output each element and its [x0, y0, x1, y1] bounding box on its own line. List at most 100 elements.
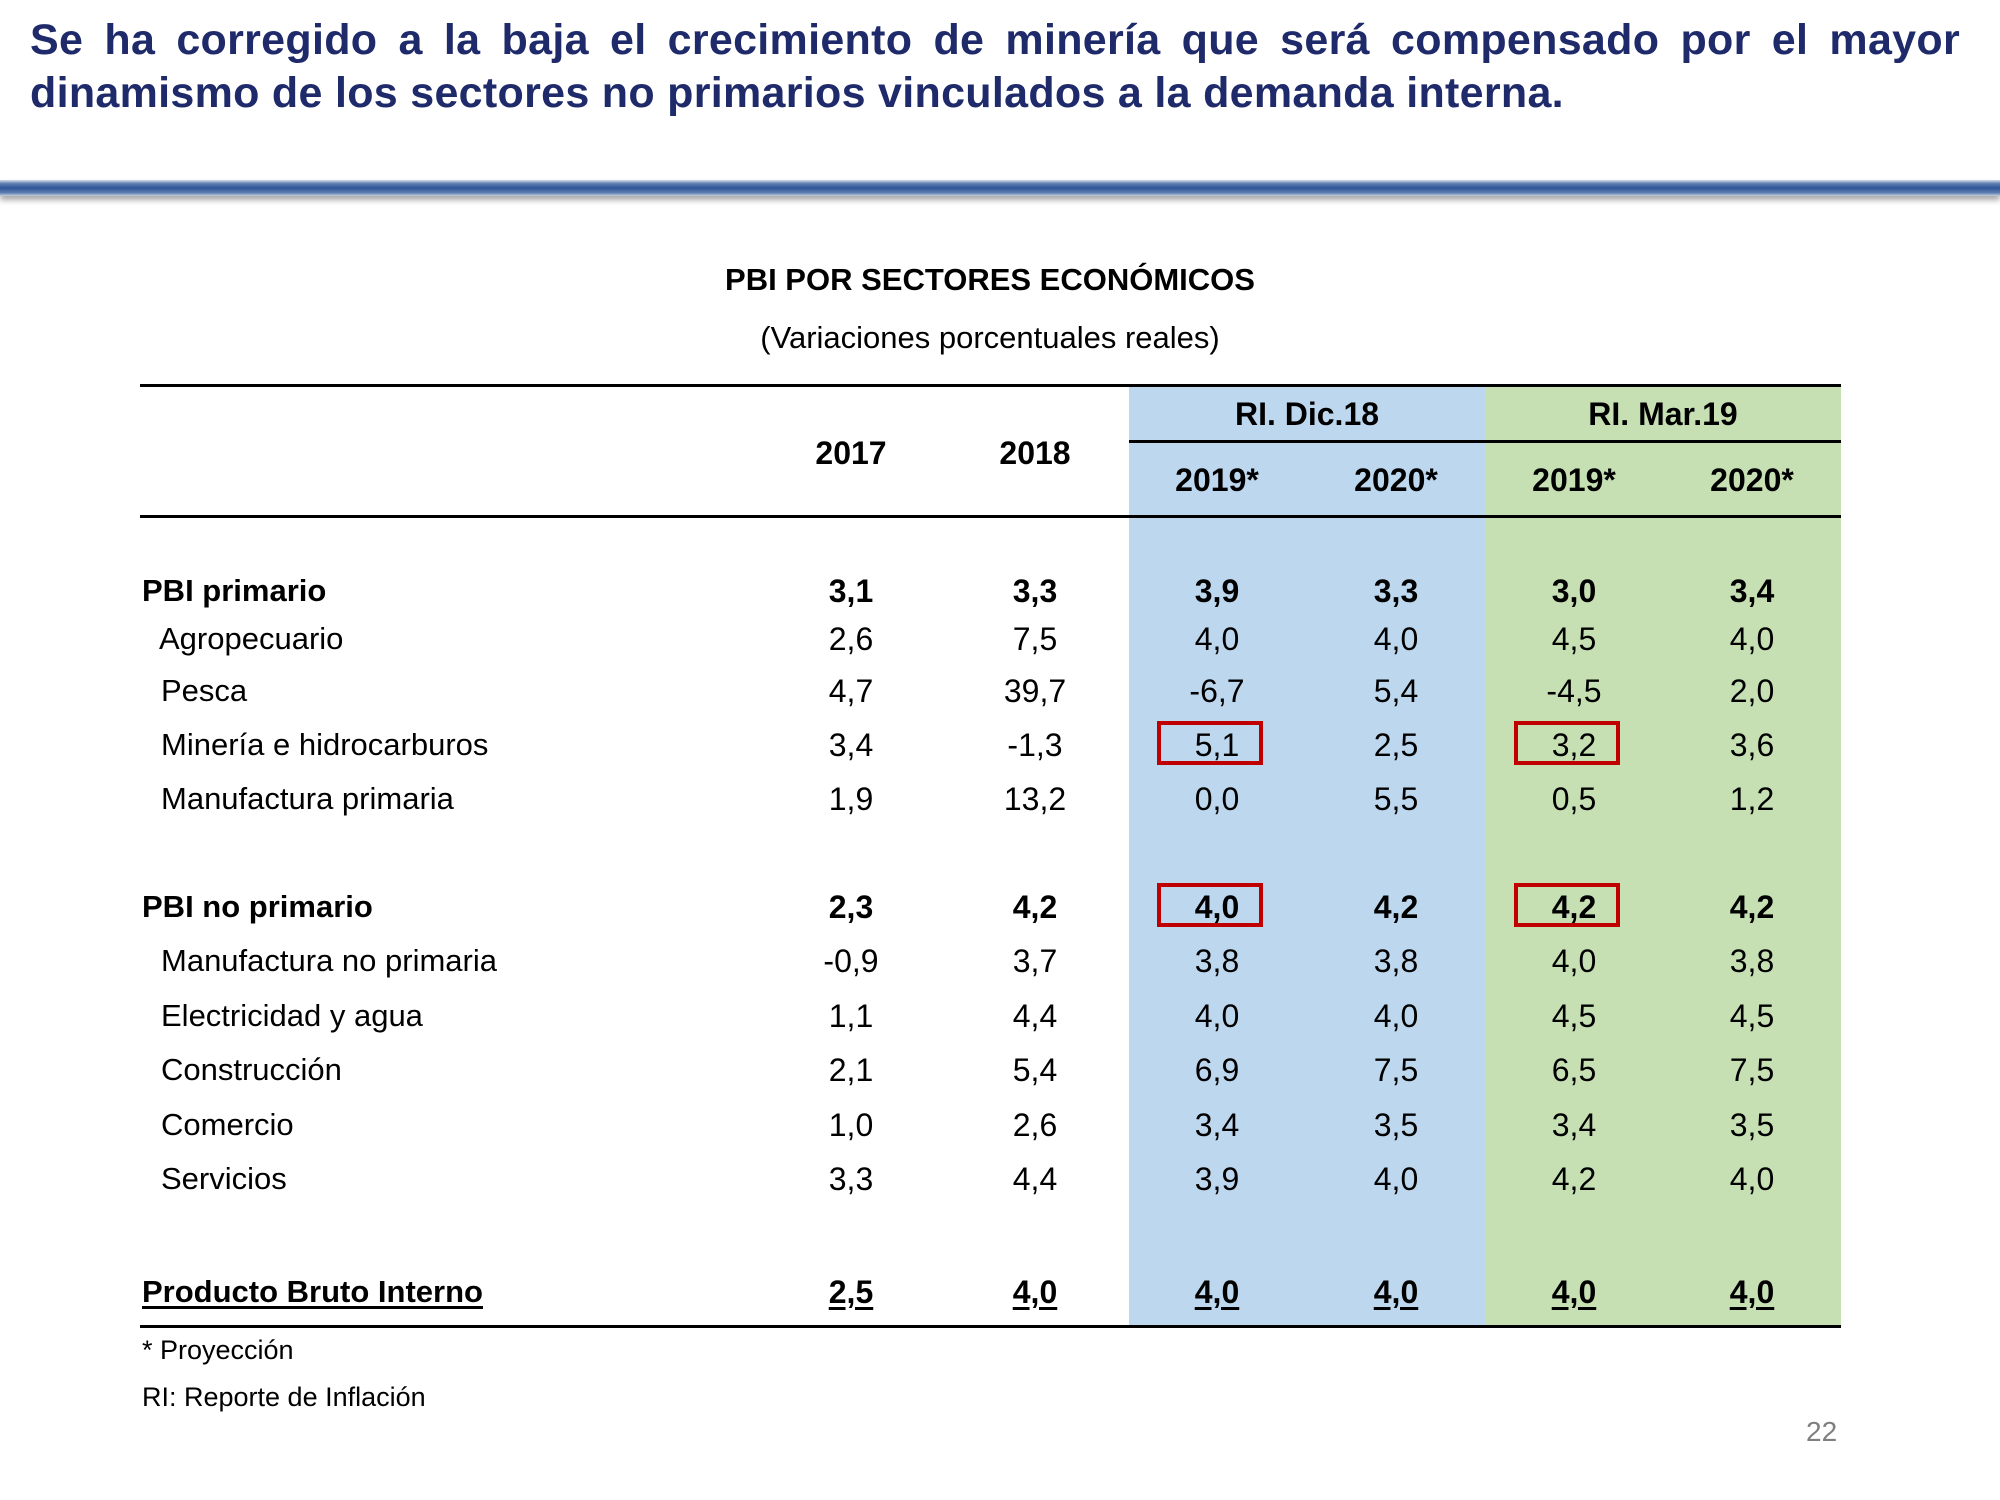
table-cell: 4,0 [1012, 1274, 1058, 1310]
table-top-rule [140, 384, 1841, 387]
table-cell: 4,0 [1194, 621, 1240, 657]
table-cell: 4,0 [1194, 998, 1240, 1034]
column-header-mar19-2020: 2020* [1710, 462, 1794, 498]
table-cell: 1,2 [1729, 781, 1775, 817]
table-title: PBI POR SECTORES ECONÓMICOS [725, 262, 1255, 297]
highlight-box [1157, 883, 1263, 927]
table-cell: 2,5 [828, 1274, 874, 1310]
table-cell: 3,8 [1373, 943, 1419, 979]
table-cell: 3,3 [1012, 573, 1058, 609]
table-cell: 2,6 [1012, 1107, 1058, 1143]
table-cell: 4,2 [1551, 889, 1597, 925]
column-header-dic18-2019: 2019* [1175, 462, 1259, 498]
table-cell: 4,0 [1194, 889, 1240, 925]
row-label: Producto Bruto Interno [142, 1274, 483, 1309]
table-cell: 5,1 [1194, 727, 1240, 763]
table-cell: 4,7 [828, 673, 874, 709]
table-cell: 3,2 [1551, 727, 1597, 763]
table-cell: -0,9 [823, 943, 879, 979]
table-cell: 4,0 [1729, 1274, 1775, 1310]
table-cell: 4,0 [1373, 998, 1419, 1034]
table-cell: 5,4 [1373, 673, 1419, 709]
table-subtitle: (Variaciones porcentuales reales) [760, 320, 1220, 355]
table-cell: 4,2 [1012, 889, 1058, 925]
group-header-ri-mar19: RI. Mar.19 [1588, 396, 1738, 432]
table-cell: 1,0 [828, 1107, 874, 1143]
table-cell: 7,5 [1012, 621, 1058, 657]
row-label: Construcción [161, 1052, 342, 1087]
table-cell: 2,5 [1373, 727, 1419, 763]
table-cell: 4,4 [1012, 1161, 1058, 1197]
footnote-ri: RI: Reporte de Inflación [142, 1382, 426, 1412]
row-label: Servicios [161, 1161, 287, 1196]
table-cell: 2,0 [1729, 673, 1775, 709]
table-cell: 3,8 [1729, 943, 1775, 979]
table-cell: 39,7 [1003, 673, 1067, 709]
column-header-mar19-2019: 2019* [1532, 462, 1616, 498]
row-label: PBI primario [142, 573, 327, 608]
table-cell: 3,5 [1729, 1107, 1775, 1143]
column-header-2018: 2018 [999, 435, 1071, 471]
table-cell: 3,8 [1194, 943, 1240, 979]
table-cell: 3,1 [828, 573, 874, 609]
table-cell: 3,3 [828, 1161, 874, 1197]
table-cell: 2,6 [828, 621, 874, 657]
table-cell: 3,3 [1373, 573, 1419, 609]
table-cell: 4,0 [1551, 1274, 1597, 1310]
highlight-box [1514, 883, 1620, 927]
table-cell: -6,7 [1189, 673, 1245, 709]
table-cell: 3,0 [1551, 573, 1597, 609]
table-cell: 4,0 [1373, 1274, 1419, 1310]
table-cell: 0,5 [1551, 781, 1597, 817]
table-cell: 3,4 [1729, 573, 1775, 609]
highlight-box [1157, 721, 1263, 765]
page-number: 22 [1806, 1416, 1838, 1447]
table-cell: 3,5 [1373, 1107, 1419, 1143]
table-cell: 4,0 [1373, 621, 1419, 657]
row-label: Agropecuario [159, 621, 344, 656]
table-cell: 4,2 [1551, 1161, 1597, 1197]
table-cell: 3,4 [1194, 1107, 1240, 1143]
table-cell: 0,0 [1194, 781, 1240, 817]
table-cell: 6,5 [1551, 1052, 1597, 1088]
table-cell: 7,5 [1373, 1052, 1419, 1088]
column-header-2017: 2017 [815, 435, 887, 471]
row-label: Manufactura primaria [161, 781, 454, 816]
table-cell: 4,5 [1551, 998, 1597, 1034]
footnote-projection: * Proyección [142, 1335, 294, 1365]
table-cell: 3,6 [1729, 727, 1775, 763]
table-cell: 4,5 [1729, 998, 1775, 1034]
header-divider [0, 180, 2000, 196]
ri-mar19-column-band [1485, 386, 1841, 1325]
table-cell: -1,3 [1007, 727, 1063, 763]
table-cell: 1,9 [828, 781, 874, 817]
slide-headline: Se ha corregido a la baja el crecimiento… [30, 16, 1960, 117]
column-header-rule [140, 515, 1841, 518]
row-label: Electricidad y agua [161, 998, 423, 1033]
column-header-dic18-2020: 2020* [1354, 462, 1438, 498]
table-cell: 3,4 [1551, 1107, 1597, 1143]
table-cell: 3,9 [1194, 573, 1240, 609]
table-cell: -4,5 [1546, 673, 1602, 709]
table-cell: 2,3 [828, 889, 874, 925]
table-cell: 3,9 [1194, 1161, 1240, 1197]
table-cell: 6,9 [1194, 1052, 1240, 1088]
table-cell: 7,5 [1729, 1052, 1775, 1088]
table-bottom-rule [140, 1325, 1841, 1328]
table-cell: 4,0 [1729, 621, 1775, 657]
row-label: Manufactura no primaria [161, 943, 497, 978]
table-cell: 4,2 [1729, 889, 1775, 925]
table-cell: 4,5 [1551, 621, 1597, 657]
row-label: PBI no primario [142, 889, 373, 924]
table-cell: 4,0 [1729, 1161, 1775, 1197]
table-cell: 13,2 [1003, 781, 1067, 817]
table-cell: 5,5 [1373, 781, 1419, 817]
group-header-rule [1129, 440, 1841, 443]
row-label: Pesca [161, 673, 248, 708]
table-cell: 2,1 [828, 1052, 874, 1088]
row-label: Comercio [161, 1107, 294, 1142]
table-cell: 3,4 [828, 727, 874, 763]
table-cell: 1,1 [828, 998, 874, 1034]
table-cell: 4,2 [1373, 889, 1419, 925]
highlight-box [1514, 721, 1620, 765]
